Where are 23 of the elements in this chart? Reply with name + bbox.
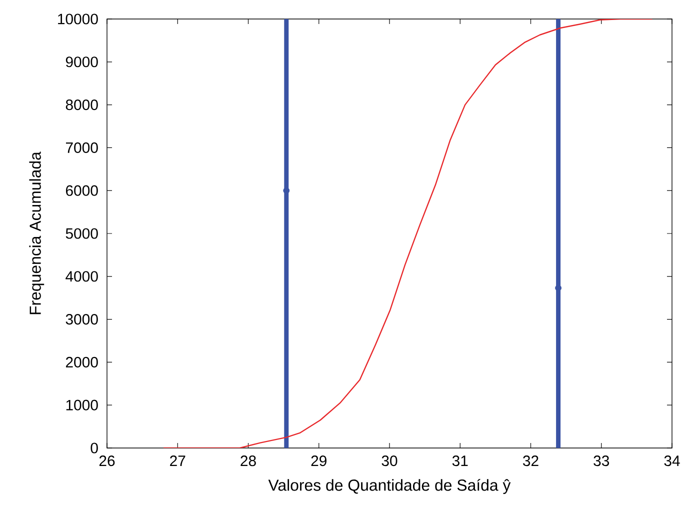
y-tick-label: 0	[90, 442, 98, 454]
y-tick-label: 7000	[66, 142, 98, 153]
y-tick-label: 4000	[66, 271, 98, 282]
x-tick-label: 28	[240, 456, 256, 466]
y-tick-label: 6000	[66, 185, 98, 196]
x-tick-label: 29	[311, 456, 326, 466]
y-tick-label: 2000	[66, 356, 98, 368]
x-tick-label: 30	[382, 456, 398, 466]
y-tick-label: 9000	[66, 56, 98, 68]
x-axis-title: Valores de Quantidade de Saída ŷ	[268, 478, 511, 494]
x-tick-label: 26	[99, 456, 115, 466]
x-tick-label: 34	[664, 456, 680, 466]
x-tick-label: 31	[452, 456, 468, 466]
y-tick-label: 8000	[66, 100, 98, 110]
y-axis-title: Frequencia Acumulada	[29, 152, 44, 314]
y-tick-label: 3000	[66, 314, 98, 325]
y-tick-label: 5000	[66, 228, 98, 239]
x-tick-label: 33	[594, 456, 610, 466]
y-tick-label: 10000	[58, 14, 98, 24]
x-tick-label: 32	[523, 456, 538, 466]
y-tick-label: 1000	[66, 400, 98, 410]
x-tick-label: 27	[170, 456, 186, 466]
line-series	[162, 18, 653, 448]
